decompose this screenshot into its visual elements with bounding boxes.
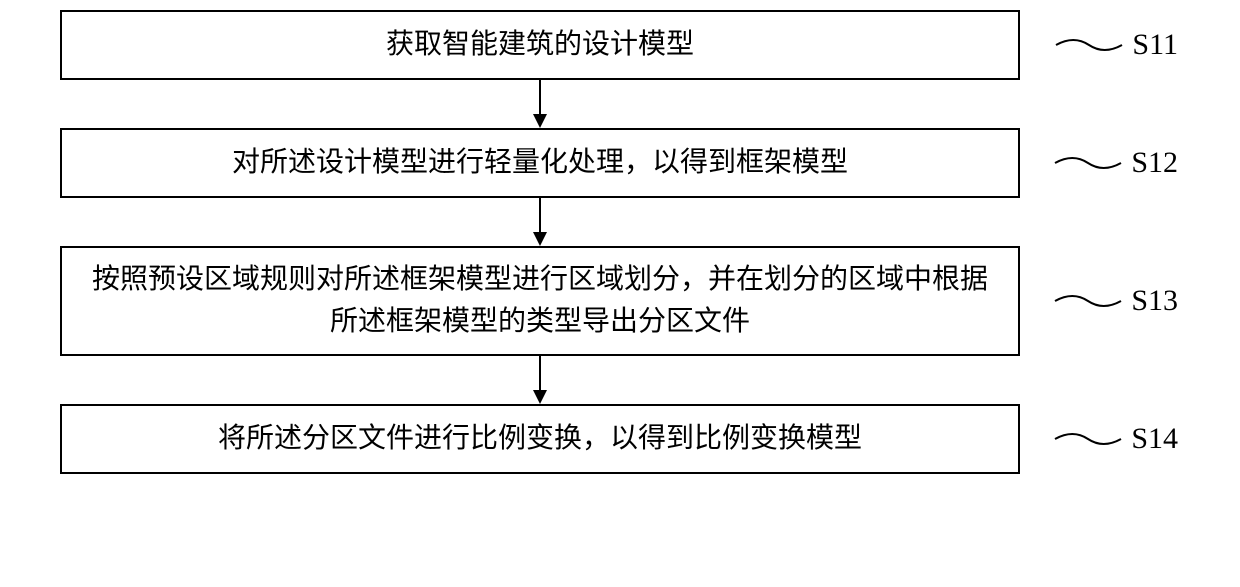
step-label: S12 xyxy=(1131,146,1178,180)
arrow-down-icon xyxy=(528,356,552,404)
step-box-s12: 对所述设计模型进行轻量化处理，以得到框架模型 S12 xyxy=(60,128,1020,198)
step-label: S13 xyxy=(1131,284,1178,318)
step-box-s11: 获取智能建筑的设计模型 S11 xyxy=(60,10,1020,80)
label-connector-s13: S13 xyxy=(1053,284,1178,318)
label-connector-s14: S14 xyxy=(1053,422,1178,456)
curve-connector-icon xyxy=(1054,33,1124,57)
arrow-down-icon xyxy=(528,198,552,246)
curve-connector-icon xyxy=(1053,151,1123,175)
curve-connector-icon xyxy=(1053,427,1123,451)
arrow-down-icon xyxy=(528,80,552,128)
step-text: 获取智能建筑的设计模型 xyxy=(386,24,694,66)
step-label: S11 xyxy=(1132,28,1178,62)
step-text: 按照预设区域规则对所述框架模型进行区域划分，并在划分的区域中根据所述框架模型的类… xyxy=(82,259,998,343)
label-connector-s12: S12 xyxy=(1053,146,1178,180)
curve-connector-icon xyxy=(1053,289,1123,313)
step-label: S14 xyxy=(1131,422,1178,456)
step-box-s14: 将所述分区文件进行比例变换，以得到比例变换模型 S14 xyxy=(60,404,1020,474)
arrow-s12-s13 xyxy=(60,198,1020,246)
arrow-s13-s14 xyxy=(60,356,1020,404)
arrow-s11-s12 xyxy=(60,80,1020,128)
step-box-s13: 按照预设区域规则对所述框架模型进行区域划分，并在划分的区域中根据所述框架模型的类… xyxy=(60,246,1020,356)
flowchart-container: 获取智能建筑的设计模型 S11 对所述设计模型进行轻量化处理，以得到框架模型 S… xyxy=(60,10,1180,474)
label-connector-s11: S11 xyxy=(1054,28,1178,62)
step-text: 将所述分区文件进行比例变换，以得到比例变换模型 xyxy=(218,418,862,460)
step-text: 对所述设计模型进行轻量化处理，以得到框架模型 xyxy=(232,142,848,184)
